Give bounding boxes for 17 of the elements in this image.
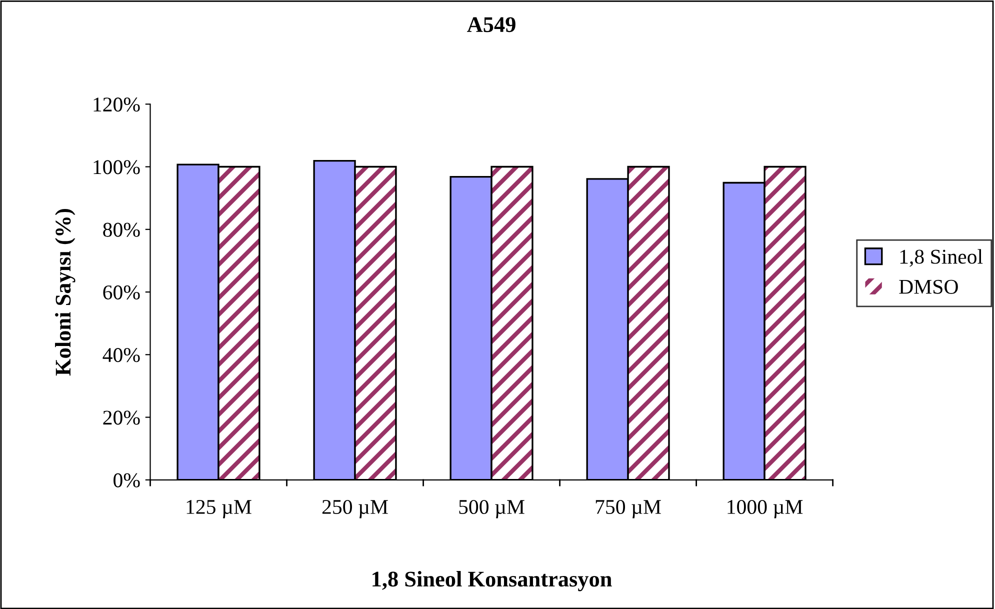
y-axis-title: Koloni Sayısı (%)	[55, 209, 76, 376]
y-tick-label: 80%	[103, 222, 140, 237]
x-axis-title: 1,8 Sineol Konsantrasyon	[372, 571, 612, 592]
x-tick-label: 750 µM	[596, 500, 661, 518]
y-tick-label: 100%	[94, 160, 140, 174]
legend-label: DMSO	[899, 280, 958, 294]
y-tick-label: 120%	[94, 98, 140, 112]
x-tick-label: 250 µM	[322, 500, 388, 518]
y-tick-label: 0%	[114, 473, 140, 488]
y-tick-label: 40%	[102, 348, 140, 362]
x-tick-label: 500 µM	[459, 500, 524, 518]
x-tick-label: 125 µM	[186, 500, 252, 518]
y-tick-label: 20%	[103, 410, 140, 425]
y-tick-label: 60%	[103, 285, 140, 300]
x-tick-label: 1000 µM	[728, 500, 803, 518]
legend-label: 1,8 Sineol	[900, 249, 983, 267]
chart-title: A549	[467, 17, 516, 32]
